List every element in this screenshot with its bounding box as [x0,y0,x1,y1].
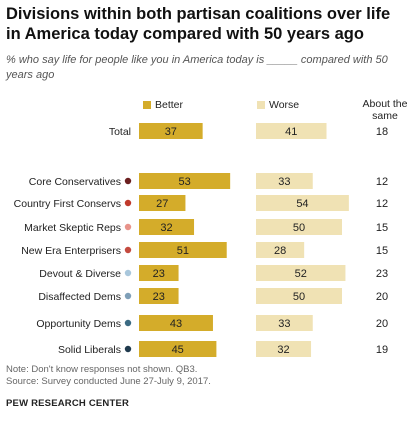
chart-title: Divisions within both partisan coalition… [6,5,391,43]
value-worse-core-conservatives: 33 [278,176,290,188]
bar-worse-new-era-enterprisers [256,242,305,258]
legend-worse: Worse [257,99,299,111]
group-dot-disaffected-dems [124,292,132,300]
brand-name: PEW RESEARCH CENTER [6,398,130,409]
bar-better-market-skeptic-reps [139,219,195,235]
bar-better-core-conservatives [139,173,231,189]
value-worse-new-era-enterprisers: 28 [274,245,286,257]
value-about-same-disaffected-dems: 20 [376,291,388,303]
row-label-total: Total [109,126,131,138]
bar-better-country-first-conservs [139,195,186,211]
legend-worse-label: Worse [269,99,300,111]
value-about-same-solid-liberals: 19 [376,344,388,356]
value-about-same-market-skeptic-reps: 15 [376,222,388,234]
bar-better-devout-and-diverse [139,265,179,281]
legend-better-swatch [143,101,151,109]
value-about-same-devout-and-diverse: 23 [376,268,388,280]
legend-about-same: About the same [362,98,408,122]
value-about-same-country-first-conservs: 12 [376,198,388,210]
bar-worse-total [256,123,327,139]
value-better-market-skeptic-reps: 32 [160,222,172,234]
group-dot-market-skeptic-reps [124,223,132,231]
chart-note: Note: Don't know responses not shown. QB… [6,364,198,375]
legend-better-label: Better [155,99,184,111]
bar-worse-country-first-conservs [256,195,349,211]
value-better-new-era-enterprisers: 51 [177,245,189,257]
chart-subtitle: % who say life for people like you in Am… [6,54,388,81]
value-better-total: 37 [165,126,177,138]
bar-worse-opportunity-dems [256,315,313,331]
legend-worse-swatch [257,101,265,109]
value-better-country-first-conservs: 27 [156,198,168,210]
value-worse-solid-liberals: 32 [277,344,289,356]
row-label-country-first-conservs: Country First Conservs [14,198,121,210]
value-about-same-opportunity-dems: 20 [376,318,388,330]
bar-better-total [139,123,203,139]
group-dot-solid-liberals [124,345,132,353]
value-worse-opportunity-dems: 33 [278,318,290,330]
value-better-opportunity-dems: 43 [170,318,182,330]
bar-better-solid-liberals [139,341,217,357]
value-about-same-core-conservatives: 12 [376,176,388,188]
bar-worse-market-skeptic-reps [256,219,342,235]
value-worse-disaffected-dems: 50 [293,291,305,303]
bar-better-new-era-enterprisers [139,242,227,258]
row-label-opportunity-dems: Opportunity Dems [36,318,121,330]
bar-worse-solid-liberals [256,341,312,357]
value-worse-country-first-conservs: 54 [296,198,308,210]
bar-worse-disaffected-dems [256,288,342,304]
group-dot-core-conservatives [124,177,132,185]
value-worse-market-skeptic-reps: 50 [293,222,305,234]
value-better-solid-liberals: 45 [172,344,184,356]
value-worse-total: 41 [285,126,297,138]
bar-better-opportunity-dems [139,315,213,331]
legend-better: Better [143,99,183,111]
row-label-devout-and-diverse: Devout & Diverse [39,268,121,280]
bar-worse-devout-and-diverse [256,265,346,281]
row-label-solid-liberals: Solid Liberals [58,344,121,356]
value-worse-devout-and-diverse: 52 [295,268,307,280]
value-about-same-total: 18 [376,126,388,138]
row-label-new-era-enterprisers: New Era Enterprisers [21,245,121,257]
group-dot-country-first-conservs [124,199,132,207]
chart-source: Source: Survey conducted June 27-July 9,… [6,376,211,387]
group-dot-new-era-enterprisers [124,246,132,254]
bar-better-disaffected-dems [139,288,179,304]
row-label-market-skeptic-reps: Market Skeptic Reps [24,222,121,234]
row-label-disaffected-dems: Disaffected Dems [38,291,121,303]
value-better-core-conservatives: 53 [178,176,190,188]
row-label-core-conservatives: Core Conservatives [29,176,121,188]
group-dot-opportunity-dems [124,319,132,327]
value-about-same-new-era-enterprisers: 15 [376,245,388,257]
bar-worse-core-conservatives [256,173,313,189]
value-better-disaffected-dems: 23 [153,291,165,303]
value-better-devout-and-diverse: 23 [153,268,165,280]
group-dot-devout-and-diverse [124,269,132,277]
